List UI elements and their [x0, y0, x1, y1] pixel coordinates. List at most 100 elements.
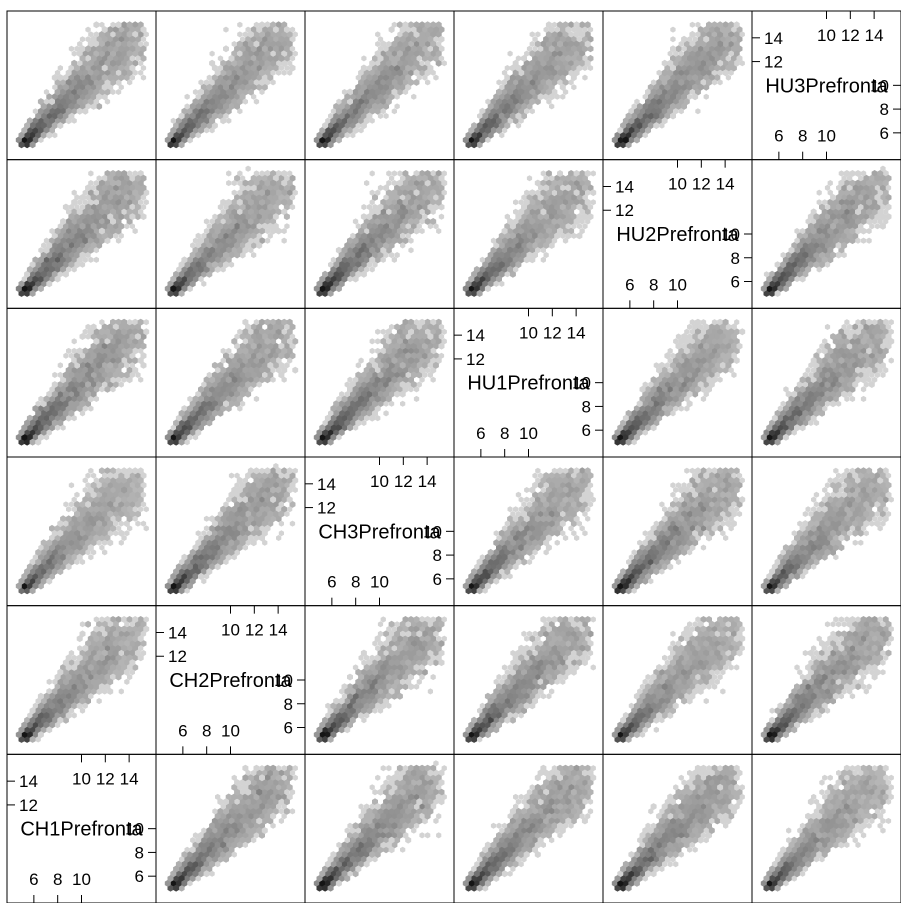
- hex-bin: [76, 405, 83, 412]
- hex-bin: [49, 386, 55, 393]
- hex-bin: [90, 232, 97, 240]
- hex-bin: [242, 69, 249, 77]
- hex-bin: [90, 323, 97, 331]
- hex-bin: [209, 237, 216, 245]
- hex-bin: [568, 218, 575, 225]
- hex-bin: [138, 347, 144, 354]
- hex-bin: [471, 141, 478, 149]
- hex-bin: [391, 78, 398, 86]
- hex-bin: [118, 342, 125, 350]
- hex-bin: [35, 419, 42, 427]
- hex-bin: [380, 59, 387, 67]
- hex-bin: [706, 30, 712, 38]
- hex-bin: [416, 74, 422, 81]
- hex-bin: [388, 242, 395, 249]
- hex-bin: [209, 414, 216, 422]
- hex-bin: [195, 242, 202, 249]
- hex-bin: [123, 342, 130, 350]
- hex-bin: [405, 213, 412, 221]
- hex-bin: [118, 194, 125, 201]
- hex-bin: [507, 117, 514, 125]
- hex-bin: [647, 122, 654, 130]
- hex-bin: [573, 40, 580, 48]
- hex-bin: [250, 213, 257, 221]
- hex-bin: [126, 198, 133, 206]
- hex-bin: [719, 54, 726, 62]
- hex-bin: [57, 390, 64, 398]
- hex-bin: [259, 189, 265, 197]
- hex-bin: [360, 251, 367, 259]
- hex-bin: [416, 203, 423, 211]
- hex-bin: [74, 381, 80, 388]
- hex-bin: [231, 395, 238, 403]
- hex-bin: [37, 405, 44, 412]
- hex-bin: [281, 347, 288, 355]
- hex-bin: [835, 222, 842, 230]
- hex-bin: [352, 266, 359, 273]
- hex-bin: [264, 198, 271, 206]
- hex-bin: [93, 88, 100, 96]
- hex-bin: [242, 376, 249, 384]
- hex-bin: [250, 83, 257, 91]
- hex-bin: [231, 180, 237, 187]
- hex-bin: [375, 328, 381, 335]
- hex-bin: [405, 203, 412, 211]
- hex-bin: [237, 108, 243, 115]
- hex-bin: [763, 290, 770, 297]
- hex-bin: [289, 520, 296, 527]
- hex-bin: [217, 261, 224, 269]
- hex-bin: [849, 198, 856, 206]
- hex-bin: [524, 189, 530, 196]
- hex-bin: [275, 40, 282, 48]
- hex-bin: [98, 189, 105, 197]
- hex-bin: [504, 232, 511, 240]
- hex-bin: [284, 323, 290, 330]
- hex-bin: [217, 232, 224, 240]
- hex-bin: [189, 261, 196, 269]
- hex-bin: [275, 328, 282, 336]
- hex-bin: [24, 122, 31, 130]
- hex-bin: [195, 232, 201, 239]
- hex-bin: [270, 79, 276, 86]
- hex-bin: [523, 256, 530, 264]
- hex-bin: [479, 266, 486, 273]
- hex-bin: [261, 213, 268, 221]
- hex-bin: [85, 54, 91, 62]
- hex-bin: [62, 400, 69, 408]
- hex-bin: [391, 227, 398, 235]
- hex-bin: [490, 266, 497, 273]
- hex-bin: [79, 36, 86, 43]
- hex-bin: [678, 88, 685, 96]
- hex-bin: [883, 208, 889, 215]
- hex-bin: [822, 199, 828, 206]
- hex-bin: [231, 337, 238, 345]
- hex-bin: [231, 41, 237, 47]
- hex-bin: [570, 174, 577, 182]
- hex-bin: [543, 194, 550, 201]
- hex-bin: [670, 83, 676, 91]
- hex-bin: [883, 218, 889, 225]
- hex-bin: [43, 395, 50, 403]
- hex-bin: [253, 337, 260, 345]
- hex-bin: [559, 45, 566, 53]
- hex-bin: [98, 69, 105, 77]
- hex-bin: [247, 179, 254, 187]
- hex-bin: [264, 40, 271, 48]
- hex-bin: [281, 337, 288, 345]
- hex-bin: [366, 102, 373, 110]
- hex-bin: [96, 83, 103, 91]
- hex-bin: [360, 232, 367, 240]
- hex-bin: [286, 30, 293, 38]
- hex-bin: [93, 328, 100, 336]
- hex-bin: [402, 59, 409, 67]
- hex-bin: [408, 189, 414, 197]
- hex-bin: [264, 21, 271, 29]
- hex-bin: [524, 496, 530, 503]
- hex-bin: [661, 117, 668, 125]
- hex-bin: [355, 102, 362, 110]
- hex-bin: [253, 98, 260, 105]
- hex-bin: [40, 102, 47, 110]
- hex-bin: [228, 213, 235, 221]
- hex-bin: [129, 223, 135, 230]
- hex-bin: [211, 83, 218, 91]
